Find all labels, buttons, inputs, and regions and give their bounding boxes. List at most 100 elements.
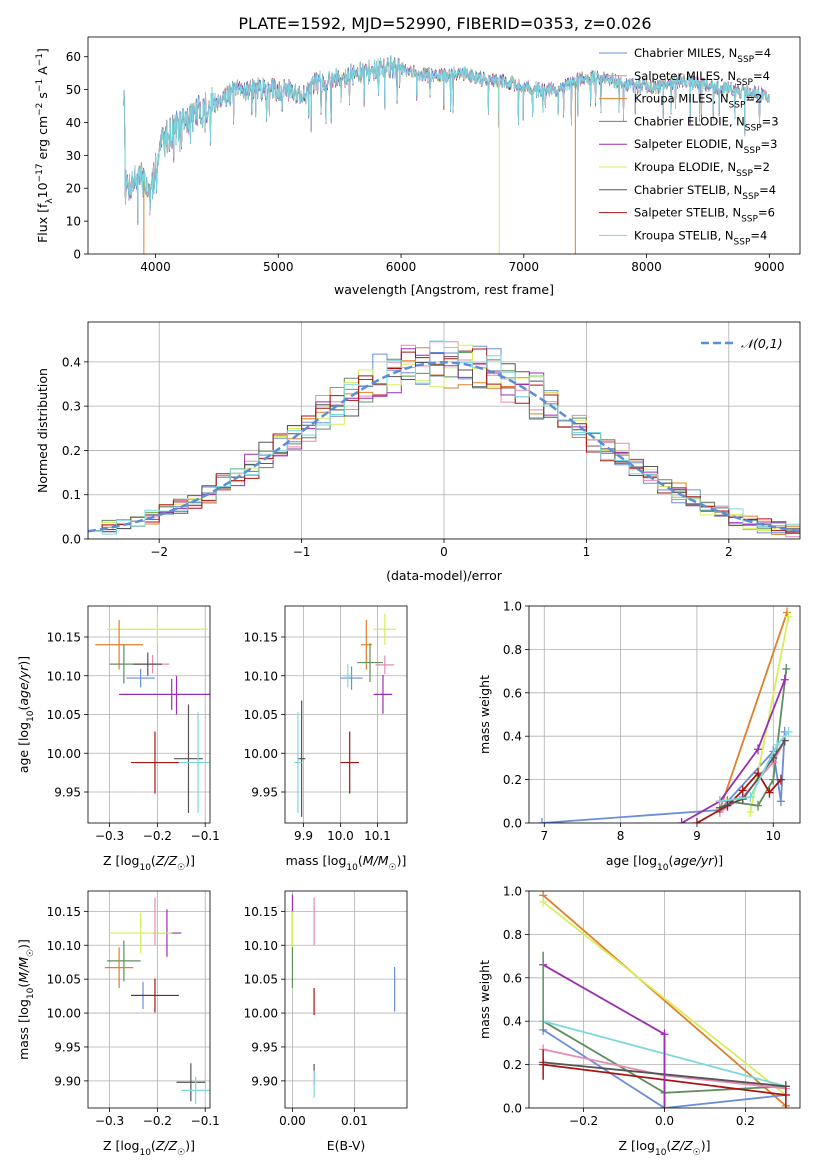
- tick-label-x: −0.2: [143, 829, 172, 843]
- series-line-salpeter-elodie: [681, 679, 786, 823]
- ticks-massweight-vs-age: 7 8 9 10 0.0 0.2 0.4 0.6 0.8 1.0: [503, 600, 781, 844]
- tick-label-y: 0.6: [503, 686, 522, 700]
- errorbar-point: [107, 940, 141, 982]
- tick-label-y: 50: [66, 83, 81, 97]
- axes-mass-vs-EBV: 0.00 0.01 9.90 9.95 10.00 10.05 10.10 10.15 E(B-…: [244, 890, 408, 1153]
- plot-area-age-vs-mass: [285, 606, 407, 823]
- tick-label-y: 10.05: [47, 973, 81, 987]
- tick-label-x: −0.3: [95, 1114, 124, 1128]
- series-marker: [754, 800, 763, 811]
- errorbar-point: [373, 674, 393, 714]
- tick-label-x: 9000: [754, 260, 785, 274]
- series-marker: [784, 611, 793, 622]
- tick-label-x: 8000: [631, 260, 662, 274]
- tick-label-y: 60: [66, 50, 81, 64]
- tick-label-x: 10: [766, 829, 781, 843]
- figure-title: PLATE=1592, MJD=52990, FIBERID=0353, z=0…: [238, 14, 651, 33]
- series-marker: [780, 674, 789, 685]
- ticks-age-vs-Z: −0.3 −0.2 −0.1 9.95 10.00 10.05 10.10 10.15: [47, 631, 220, 844]
- x-axis-label: Z [log10(Z/Z☉)]: [619, 1138, 711, 1158]
- ticks-residuals: −2 −1 0 1 2 0.0 0.1 0.2 0.3 0.4: [62, 355, 733, 559]
- legend-entry: Kroupa STELIB, NSSP=4: [634, 228, 767, 247]
- tick-label-x: 0.00: [279, 1114, 306, 1128]
- ticks-age-vs-mass: 9.9 10.0 10.1 9.95 10.00 10.05 10.10 10.15: [244, 631, 391, 844]
- legend-entry: Salpeter MILES, NSSP=4: [634, 69, 770, 88]
- tick-label-y: 10.00: [47, 1007, 81, 1021]
- tick-label-y: 30: [66, 149, 81, 163]
- tick-label-y: 0.4: [503, 1015, 522, 1029]
- y-axis-label: age [log10(age/yr)]: [16, 656, 36, 773]
- tick-label-y: 0.4: [62, 355, 81, 369]
- axes-frame: [87, 36, 801, 255]
- series-marker: [746, 807, 755, 818]
- legend-entry: Salpeter STELIB, NSSP=6: [634, 206, 775, 225]
- tick-label-y: 0.2: [503, 1058, 522, 1072]
- errorbar-point: [109, 912, 172, 954]
- tick-label-y: 1.0: [503, 600, 522, 614]
- tick-label-y: 10.10: [244, 939, 278, 953]
- tick-label-x: 2: [725, 545, 733, 559]
- tick-label-x: −0.3: [95, 829, 124, 843]
- grid-age-vs-mass: [285, 606, 407, 823]
- axes-frame: [528, 890, 801, 1109]
- tick-label-y: 10.05: [47, 708, 81, 722]
- tick-label-y: 10.00: [244, 1007, 278, 1021]
- tick-label-x: −1: [293, 545, 311, 559]
- errorbar-point: [373, 613, 396, 645]
- tick-label-x: 0.01: [341, 1114, 368, 1128]
- tick-label-x: 10.0: [327, 829, 354, 843]
- errorbar-point: [126, 668, 155, 688]
- errorbar-point: [357, 643, 383, 682]
- tick-label-y: 0.0: [503, 817, 522, 831]
- series-line-kroupa-miles: [542, 894, 787, 1107]
- x-axis-label: mass [log10(M/M☉)]: [286, 853, 407, 873]
- series-marker: [537, 818, 546, 823]
- ticks-mass-vs-EBV: 0.00 0.01 9.90 9.95 10.00 10.05 10.10 10.15: [244, 905, 368, 1128]
- series-marker: [754, 744, 763, 755]
- spectrum-line-kroupa-stelib: [123, 54, 770, 222]
- y-axis-label: mass weight: [477, 960, 492, 1039]
- tick-label-y: 10.15: [244, 631, 278, 645]
- series-line-chabrier-miles: [542, 1029, 786, 1108]
- tick-label-y: 0.8: [503, 928, 522, 942]
- plot-area-mass-vs-Z: [88, 891, 210, 1108]
- tick-label-x: 0.0: [655, 1114, 674, 1128]
- tick-label-x: 9.9: [294, 829, 313, 843]
- axes-age-vs-Z: −0.3 −0.2 −0.1 9.95 10.00 10.05 10.10 10.15 Z [l…: [16, 605, 220, 873]
- tick-label-x: 7000: [509, 260, 540, 274]
- histogram-chabrier-stelib: [88, 356, 800, 539]
- ticks-mass-vs-Z: −0.3 −0.2 −0.1 9.90 9.95 10.00 10.05 10.10 10.15: [47, 905, 220, 1128]
- legend-entry: Chabrier MILES, NSSP=4: [634, 46, 771, 65]
- tick-label-y: 0.2: [62, 444, 81, 458]
- axes-frame: [284, 890, 408, 1109]
- x-axis-label: E(B-V): [327, 1138, 366, 1153]
- legend-entry: Kroupa ELODIE, NSSP=2: [634, 160, 770, 179]
- grid-mass-vs-Z: [88, 891, 210, 1108]
- tick-label-y: 10.15: [47, 631, 81, 645]
- series-line-kroupa-elodie: [542, 901, 787, 1096]
- errorbar-point: [340, 731, 359, 794]
- grid-residuals: [88, 322, 800, 539]
- tick-label-y: 1.0: [503, 885, 522, 899]
- series-marker: [782, 663, 791, 674]
- tick-label-y: 10.00: [47, 747, 81, 761]
- grid-mass-vs-EBV: [285, 891, 407, 1108]
- series-marker: [692, 818, 701, 823]
- axes-massweight-vs-age: 7 8 9 10 0.0 0.2 0.4 0.6 0.8 1.0 age [log10(age/yr…: [477, 600, 801, 873]
- series-marker: [738, 785, 747, 796]
- axes-frame: [87, 890, 211, 1109]
- series-marker: [677, 818, 686, 823]
- y-axis-label: Flux [fλ10−17 erg cm−2 s−1 A−1]: [35, 48, 55, 243]
- tick-label-y: 10.15: [244, 905, 278, 919]
- errorbar-point: [294, 712, 302, 813]
- grid-age-vs-Z: [88, 606, 210, 823]
- series-marker: [776, 774, 785, 785]
- axes-frame: [87, 605, 211, 824]
- legend-spectrum: Chabrier MILES, NSSP=4 Salpeter MILES, NS…: [599, 46, 779, 247]
- histogram-kroupa-stelib: [88, 340, 800, 539]
- tick-label-y: 0.3: [62, 400, 81, 414]
- tick-label-y: 10.15: [47, 905, 81, 919]
- tick-label-y: 10.05: [244, 708, 278, 722]
- tick-label-y: 9.95: [251, 786, 278, 800]
- grid-massweight-vs-age: [529, 606, 800, 823]
